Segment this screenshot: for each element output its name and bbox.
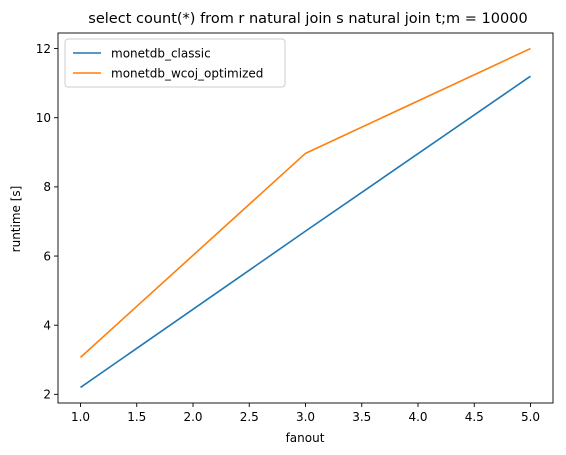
x-tick-label: 4.0: [408, 410, 427, 424]
y-tick-label: 10: [36, 111, 51, 125]
x-tick-label: 3.0: [296, 410, 315, 424]
y-axis-label: runtime [s]: [9, 186, 23, 253]
x-tick-label: 4.5: [465, 410, 484, 424]
y-tick-label: 8: [43, 180, 51, 194]
y-tick-label: 12: [36, 42, 51, 56]
y-tick-label: 4: [43, 318, 51, 332]
chart-title: select count(*) from r natural join s na…: [88, 11, 527, 27]
x-tick-label: 3.5: [352, 410, 371, 424]
legend-label-monetdb_wcoj_optimized: monetdb_wcoj_optimized: [111, 66, 263, 80]
series-line-monetdb_wcoj_optimized: [79, 47, 531, 358]
legend: monetdb_classic monetdb_wcoj_optimized: [64, 38, 286, 88]
y-tick-label: 2: [43, 388, 51, 402]
x-axis-label: fanout: [286, 431, 325, 445]
plot-area: 1.0 1.5 2.0 2.5 3.0 3.5 4.0 4.5 5.0 2 4 6 8 10 12: [36, 32, 554, 424]
x-tick-label: 2.0: [183, 410, 202, 424]
y-tick-label: 6: [43, 249, 51, 263]
x-tick-label: 1.5: [127, 410, 146, 424]
legend-label-monetdb_classic: monetdb_classic: [111, 46, 211, 60]
series-line-monetdb_classic: [80, 75, 531, 389]
x-tick-label: 1.0: [71, 410, 90, 424]
x-tick-label: 2.5: [240, 410, 259, 424]
x-tick-label: 5.0: [521, 410, 540, 424]
axes-frame: [57, 32, 554, 404]
legend-box: [64, 38, 286, 88]
